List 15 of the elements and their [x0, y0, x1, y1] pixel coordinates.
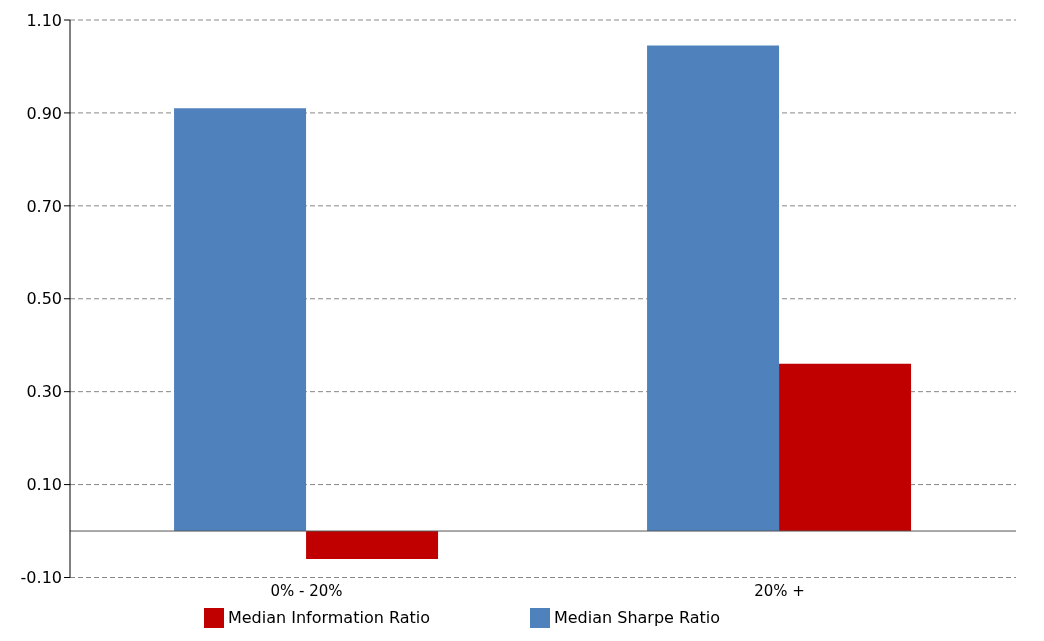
bar [306, 531, 439, 559]
legend-label: Median Information Ratio [227, 607, 430, 627]
bar [779, 363, 912, 532]
y-tick-label: 0.90 [26, 103, 62, 123]
x-tick-label: 20% + [754, 582, 805, 601]
y-tick-label: -0.10 [20, 568, 62, 588]
y-tick-label: 1.10 [26, 10, 62, 30]
y-tick-label: 0.10 [26, 475, 62, 495]
bar [647, 45, 780, 532]
bar [174, 108, 307, 532]
y-tick-label: 0.70 [26, 196, 62, 216]
x-tick-label: 0% - 20% [270, 582, 343, 601]
y-tick-label: 0.50 [26, 289, 62, 309]
legend-label: Median Sharpe Ratio [553, 607, 721, 627]
y-tick-label: 0.30 [26, 382, 62, 402]
